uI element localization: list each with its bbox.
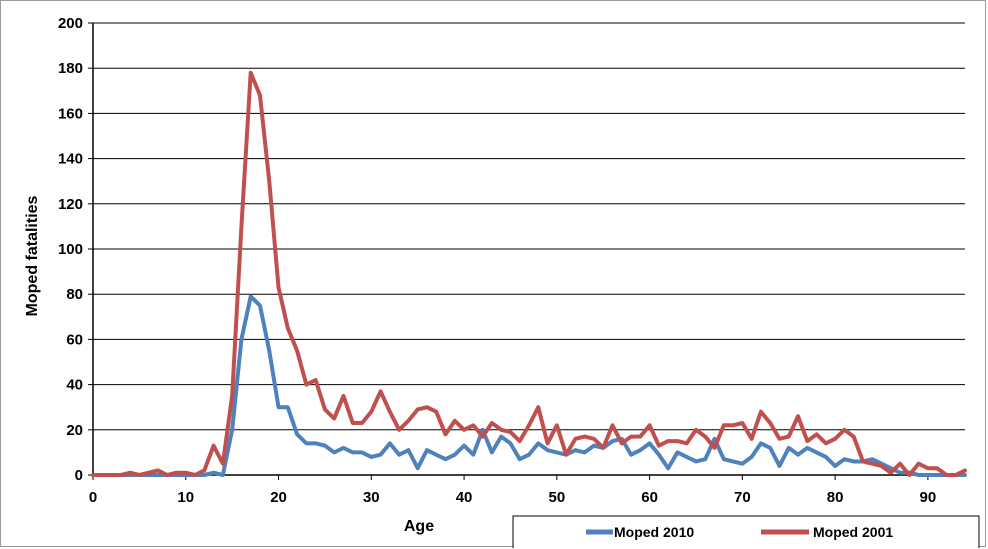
x-tick-label-80: 80 bbox=[827, 489, 844, 506]
series-lines bbox=[91, 70, 967, 477]
x-tick-label-90: 90 bbox=[920, 489, 937, 506]
y-tick-label-60: 60 bbox=[66, 331, 83, 348]
legend-box bbox=[512, 515, 980, 548]
y-tick-label-180: 180 bbox=[58, 60, 83, 77]
x-axis-ticks: 0 10 20 30 40 50 60 70 80 90 bbox=[89, 475, 936, 506]
x-tick-label-0: 0 bbox=[89, 489, 97, 506]
series-line-moped-2001 bbox=[91, 70, 967, 477]
y-tick-label-80: 80 bbox=[66, 286, 83, 303]
legend-label-moped-2010: Moped 2010 bbox=[614, 524, 694, 540]
x-tick-label-50: 50 bbox=[548, 489, 565, 506]
x-tick-label-20: 20 bbox=[270, 489, 287, 506]
x-tick-label-30: 30 bbox=[363, 489, 380, 506]
y-tick-label-0: 0 bbox=[75, 467, 83, 484]
y-tick-label-100: 100 bbox=[58, 241, 83, 258]
x-tick-label-70: 70 bbox=[734, 489, 751, 506]
series-line-moped-2010 bbox=[91, 294, 967, 477]
x-axis-title: Age bbox=[404, 518, 434, 535]
y-tick-label-120: 120 bbox=[58, 196, 83, 213]
y-axis-title: Moped fatalities bbox=[24, 195, 41, 316]
y-tick-label-200: 200 bbox=[58, 15, 83, 32]
legend-label-moped-2001: Moped 2001 bbox=[813, 524, 893, 540]
x-tick-label-60: 60 bbox=[641, 489, 658, 506]
y-tick-label-160: 160 bbox=[58, 105, 83, 122]
x-tick-label-40: 40 bbox=[456, 489, 473, 506]
y-axis-ticks: 0 20 40 60 80 100 120 140 160 180 200 bbox=[58, 15, 93, 484]
gridlines bbox=[93, 22, 965, 431]
legend: Moped 2010 Moped 2001 bbox=[512, 515, 980, 548]
y-tick-label-20: 20 bbox=[66, 422, 83, 439]
x-tick-label-10: 10 bbox=[177, 489, 194, 506]
y-tick-label-40: 40 bbox=[66, 377, 83, 394]
y-tick-label-140: 140 bbox=[58, 151, 83, 168]
